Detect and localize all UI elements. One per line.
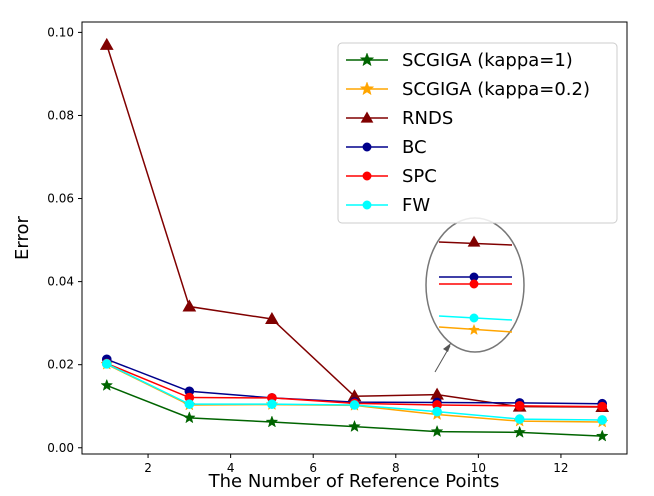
legend-label: RNDS: [402, 108, 453, 129]
data-point: [265, 311, 279, 324]
legend-marker: [359, 52, 375, 67]
data-point: [265, 415, 279, 428]
legend-marker: [360, 111, 374, 123]
data-point: [514, 400, 525, 411]
data-point: [597, 401, 608, 412]
legend-marker: [359, 81, 375, 96]
data-point: [349, 400, 360, 410]
series-fw: [101, 359, 608, 425]
y-axis-ticks: 0.00 0.02 0.04 0.06 0.08 0.10: [47, 25, 82, 455]
legend-box: [337, 42, 618, 224]
x-tick-label: 10: [471, 461, 486, 475]
data-point: [513, 425, 527, 438]
zoom-data-point: [469, 313, 479, 323]
zoom-inset: [425, 217, 525, 373]
y-axis-label: Error: [12, 215, 33, 259]
legend-marker: [362, 142, 372, 152]
legend-marker: [362, 200, 372, 210]
y-tick-label: 0.04: [47, 275, 74, 289]
data-point: [99, 37, 114, 50]
data-point: [514, 414, 525, 424]
data-point: [267, 399, 277, 409]
x-tick-label: 8: [392, 461, 400, 475]
x-axis-ticks: 2 4 6 8 10 12: [144, 454, 569, 475]
legend-label: SCGIGA (kappa=1): [402, 50, 573, 71]
y-tick-label: 0.02: [47, 358, 74, 372]
legend: SCGIGA (kappa=1) SCGIGA (kappa=0.2) RNDS BC…: [337, 42, 618, 224]
data-point: [595, 429, 609, 442]
x-tick-label: 6: [309, 461, 317, 475]
series-scgiga-kappa-1-: [100, 378, 609, 442]
data-point: [100, 378, 114, 391]
y-tick-label: 0.06: [47, 192, 74, 206]
legend-label: BC: [402, 137, 427, 158]
zoom-data-point: [468, 323, 480, 336]
legend-label: SPC: [402, 166, 437, 187]
legend-label: SCGIGA (kappa=0.2): [402, 79, 590, 100]
series-layer: [99, 37, 610, 442]
zoom-data-point: [469, 279, 479, 289]
data-point: [432, 406, 442, 417]
zoom-pointer-arrowhead: [443, 343, 451, 352]
data-point: [182, 411, 196, 424]
data-point: [430, 424, 444, 437]
x-tick-label: 2: [144, 461, 152, 475]
legend-marker: [362, 171, 372, 181]
data-point: [348, 419, 361, 433]
x-tick-label: 4: [227, 461, 235, 475]
y-tick-label: 0.08: [47, 108, 74, 122]
data-point: [182, 299, 197, 312]
data-point: [184, 399, 195, 409]
legend-label: FW: [402, 195, 430, 216]
x-tick-label: 12: [553, 461, 568, 475]
data-point: [597, 415, 608, 425]
zoom-data-point: [467, 235, 481, 247]
y-tick-label: 0.00: [47, 441, 74, 455]
y-tick-label: 0.10: [47, 25, 74, 39]
x-axis-label: The Number of Reference Points: [208, 471, 500, 492]
data-point: [101, 359, 112, 369]
